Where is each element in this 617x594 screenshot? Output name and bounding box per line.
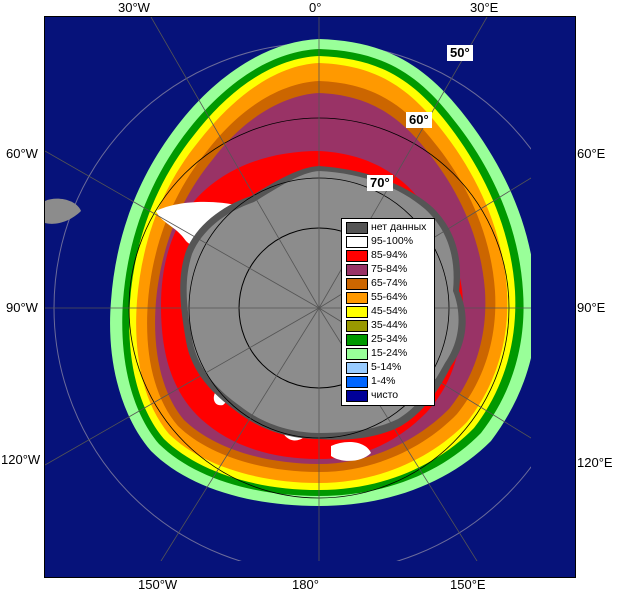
legend-swatch — [346, 320, 368, 332]
legend-label: 15-24% — [371, 347, 408, 359]
legend-swatch — [346, 222, 368, 234]
lon-label-150w-bottom: 150°W — [138, 577, 178, 592]
lon-label-180-bottom: 180° — [292, 577, 319, 592]
legend-swatch — [346, 376, 368, 388]
legend-label: 25-34% — [371, 333, 408, 345]
lon-label-120e: 120°E — [577, 455, 613, 470]
legend-item: 55-64% — [344, 291, 432, 305]
legend-label: 35-44% — [371, 319, 408, 331]
legend-label: 95-100% — [371, 235, 414, 247]
lat-label-60: 60° — [406, 112, 432, 128]
legend: нет данных 95-100% 85-94% 75-84% 65-74% 55-64… — [341, 218, 435, 406]
legend-swatch — [346, 348, 368, 360]
legend-item: 25-34% — [344, 333, 432, 347]
lat-label-50: 50° — [447, 45, 473, 61]
legend-item: 35-44% — [344, 319, 432, 333]
legend-label: нет данных — [371, 221, 427, 233]
lon-label-120w: 120°W — [1, 452, 41, 467]
legend-swatch — [346, 278, 368, 290]
legend-item: 75-84% — [344, 263, 432, 277]
lat-label-70: 70° — [367, 175, 393, 191]
legend-item: 65-74% — [344, 277, 432, 291]
lon-label-60w: 60°W — [6, 146, 38, 161]
lon-label-90w: 90°W — [6, 300, 38, 315]
legend-swatch — [346, 236, 368, 248]
legend-swatch — [346, 292, 368, 304]
legend-label: 5-14% — [371, 361, 402, 373]
legend-swatch — [346, 390, 368, 402]
legend-label: 45-54% — [371, 305, 408, 317]
legend-label: 65-74% — [371, 277, 408, 289]
legend-label: 75-84% — [371, 263, 408, 275]
legend-label: 85-94% — [371, 249, 408, 261]
legend-item: 45-54% — [344, 305, 432, 319]
legend-item: 5-14% — [344, 361, 432, 375]
lon-label-150e-bottom: 150°E — [450, 577, 486, 592]
legend-label: 55-64% — [371, 291, 408, 303]
lon-label-60e: 60°E — [577, 146, 606, 161]
legend-label: чисто — [371, 389, 399, 401]
lon-label-30e-top: 30°E — [470, 0, 499, 15]
legend-swatch — [346, 264, 368, 276]
legend-swatch — [346, 306, 368, 318]
legend-swatch — [346, 250, 368, 262]
map-frame: 50° 60° 70° нет данных 95-100% 85-94% 75-84… — [44, 16, 576, 578]
legend-swatch — [346, 334, 368, 346]
lon-label-0-top: 0° — [309, 0, 322, 15]
legend-item: нет данных — [344, 221, 432, 235]
legend-label: 1-4% — [371, 375, 396, 387]
lon-label-30w-top: 30°W — [118, 0, 150, 15]
south-america-tip — [45, 198, 81, 224]
legend-item: 85-94% — [344, 249, 432, 263]
legend-item: 1-4% — [344, 375, 432, 389]
legend-swatch — [346, 362, 368, 374]
legend-item: чисто — [344, 389, 432, 403]
lon-label-90e: 90°E — [577, 300, 606, 315]
legend-item: 15-24% — [344, 347, 432, 361]
sea-ice-map — [45, 17, 531, 561]
legend-item: 95-100% — [344, 235, 432, 249]
